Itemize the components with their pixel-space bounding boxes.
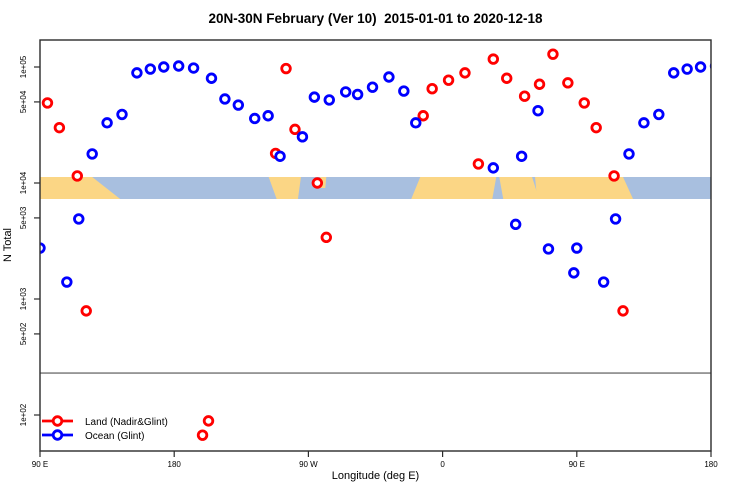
ocean-data-point — [101, 117, 113, 129]
y-tick-label: 1e+05 — [19, 55, 28, 78]
land-data-point — [518, 90, 531, 102]
land-data-point — [417, 110, 429, 122]
land-data-point — [608, 170, 620, 182]
land-data-point — [41, 97, 54, 109]
land-data-point — [202, 415, 215, 427]
ocean-data-point — [398, 85, 410, 97]
y-tick-label: 1e+03 — [19, 287, 28, 310]
land-segment — [535, 177, 634, 199]
ocean-data-point — [366, 81, 379, 93]
y-tick-label: 5e+02 — [19, 322, 28, 345]
ocean-data-point — [515, 150, 528, 162]
ocean-data-point — [219, 93, 231, 105]
y-tick-label: 1e+04 — [19, 171, 28, 194]
ocean-data-point — [568, 267, 580, 279]
land-data-point — [487, 53, 499, 65]
ocean-data-point — [61, 276, 73, 288]
land-data-point — [311, 177, 324, 189]
land-segment — [411, 177, 497, 199]
x-axis-label: Longitude (deg E) — [331, 470, 420, 482]
ocean-data-point — [131, 67, 143, 79]
ocean-data-point — [597, 276, 610, 288]
ocean-data-point — [116, 108, 128, 121]
legend-label-ocean: Ocean (Glint) — [85, 431, 144, 442]
ocean-data-point — [571, 242, 583, 254]
land-data-point — [501, 72, 513, 84]
land-data-point — [472, 158, 485, 170]
ocean-series — [40, 60, 711, 288]
ocean-data-point — [205, 72, 218, 84]
plot-border — [39, 39, 712, 452]
ocean-data-point — [410, 117, 422, 129]
ocean-data-point — [694, 61, 707, 73]
x-tick-label: 90 E — [32, 460, 48, 469]
land-data-point — [289, 123, 301, 136]
ocean-data-point — [187, 62, 200, 74]
land-data-point — [533, 78, 546, 90]
chart-title: 20N-30N February (Ver 10) 2015-01-01 to … — [208, 11, 543, 26]
ocean-data-point — [323, 94, 335, 106]
ocean-data-point — [232, 99, 245, 111]
land-segment — [40, 177, 121, 199]
ocean-data-point — [638, 117, 650, 129]
legend-marker-ocean — [51, 429, 64, 441]
land-data-point — [578, 97, 590, 109]
y-tick-label: 1e+02 — [19, 403, 28, 426]
x-tick-label: 90 E — [569, 460, 585, 469]
land-data-point — [71, 170, 83, 182]
ocean-data-point — [383, 71, 395, 83]
ocean-data-point — [709, 62, 711, 70]
land-data-point — [459, 67, 471, 79]
ocean-data-point — [249, 112, 261, 125]
ocean-data-point — [509, 218, 522, 231]
map-band — [40, 177, 711, 199]
ocean-data-point — [144, 63, 157, 75]
ocean-data-point — [609, 213, 622, 225]
ocean-data-point — [339, 86, 352, 98]
land-data-point — [617, 305, 629, 317]
ocean-data-point — [73, 213, 85, 225]
x-tick-label: 0 — [440, 460, 445, 469]
land-data-point — [562, 77, 574, 89]
ocean-data-point — [262, 110, 274, 122]
land-data-point — [320, 231, 332, 244]
ocean-data-point — [487, 162, 499, 174]
land-data-point — [442, 74, 455, 86]
y-tick-label: 5e+04 — [19, 90, 28, 113]
ocean-data-point — [623, 148, 635, 160]
y-axis: 1e+02 5e+02 1e+03 5e+03 1e+04 5e+04 1e+05 — [19, 55, 40, 426]
ocean-data-point — [668, 67, 680, 79]
land-segment — [499, 177, 540, 199]
x-tick-label: 180 — [704, 460, 718, 469]
land-data-point — [80, 305, 92, 317]
land-data-point — [547, 48, 559, 60]
legend: Land (Nadir&Glint) Ocean (Glint) — [42, 415, 168, 442]
x-tick-label: 180 — [168, 460, 182, 469]
land-segment — [268, 177, 301, 199]
x-tick-label: 90 W — [299, 460, 318, 469]
ocean-data-point — [296, 131, 309, 143]
land-data-point — [53, 121, 66, 134]
ocean-data-point — [542, 243, 555, 255]
y-axis-label: N Total — [2, 227, 14, 263]
y-tick-label: 5e+03 — [19, 206, 28, 229]
ocean-data-point — [274, 150, 286, 162]
ocean-data-point — [351, 88, 364, 101]
ocean-data-point — [681, 63, 693, 75]
legend-label-land: Land (Nadir&Glint) — [85, 417, 168, 428]
ocean-data-point — [653, 108, 665, 121]
legend-marker-land — [51, 415, 64, 427]
land-data-point — [280, 62, 292, 75]
ocean-data-point — [308, 91, 321, 103]
ocean-data-point — [532, 105, 544, 117]
land-data-point — [590, 121, 602, 134]
land-data-point — [196, 429, 209, 441]
ocean-data-point — [158, 61, 170, 73]
ocean-data-point — [86, 148, 98, 160]
x-axis: 90 E 180 90 W 0 90 E 180 — [32, 451, 718, 469]
land-data-point — [426, 83, 438, 95]
ocean-data-point — [172, 60, 185, 72]
